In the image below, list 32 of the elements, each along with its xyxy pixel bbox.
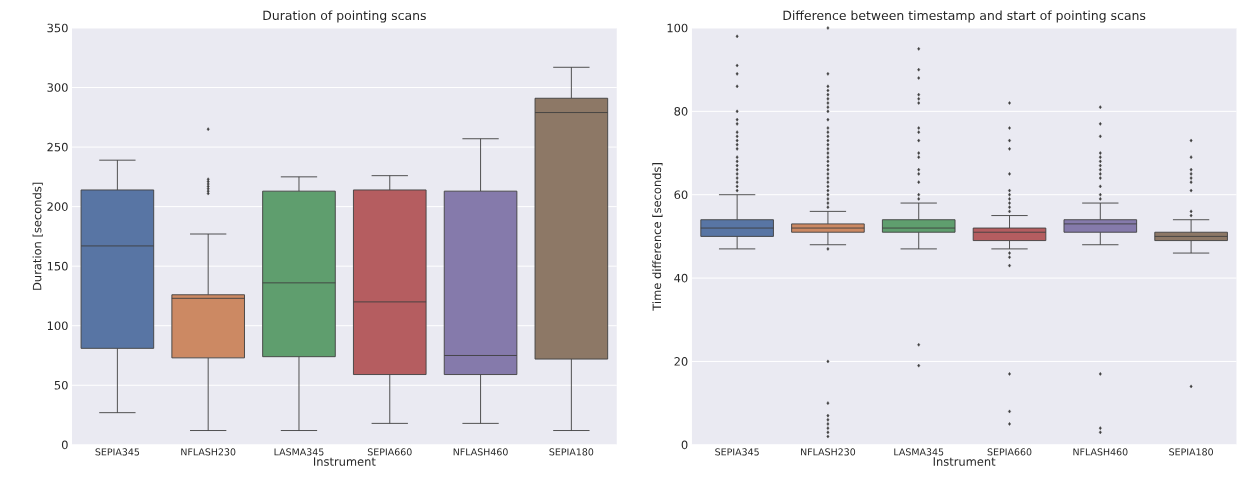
y-tick-label: 350 — [47, 23, 68, 33]
y-tick-label: 0 — [61, 440, 68, 450]
chart-title: Difference between timestamp and start of pointing scans — [783, 10, 1146, 23]
x-tick-label: SEPIA345 — [95, 448, 140, 456]
x-tick-label: LASMA345 — [274, 448, 324, 456]
y-tick-label: 60 — [674, 190, 688, 200]
y-axis-title: Time difference [seconds] — [652, 163, 663, 311]
y-tick-label: 300 — [47, 83, 68, 92]
x-tick-label: SEPIA180 — [1169, 448, 1213, 456]
x-tick-label: NFLASH460 — [453, 448, 508, 456]
x-tick-label: SEPIA660 — [367, 448, 412, 456]
y-tick-label: 20 — [674, 357, 688, 366]
x-tick-label: LASMA345 — [894, 448, 944, 456]
y-tick-label: 80 — [674, 107, 688, 116]
y-tick-label: 100 — [667, 23, 688, 33]
x-tick-label: NFLASH230 — [801, 448, 856, 456]
x-axis-title: Instrument — [933, 457, 996, 466]
y-tick-label: 150 — [47, 261, 68, 271]
x-tick-label: NFLASH460 — [1073, 448, 1128, 456]
x-axis-title: Instrument — [313, 457, 376, 466]
y-axis-title: Duration [seconds] — [32, 182, 43, 290]
chart-title: Duration of pointing scans — [263, 10, 426, 23]
y-tick-label: 50 — [54, 381, 68, 390]
x-tick-label: NFLASH230 — [181, 448, 236, 456]
y-tick-label: 100 — [47, 321, 68, 331]
x-tick-label: SEPIA660 — [987, 448, 1032, 456]
y-tick-label: 40 — [674, 273, 688, 283]
x-tick-label: SEPIA180 — [549, 448, 594, 456]
y-tick-label: 250 — [47, 142, 68, 152]
y-tick-label: 0 — [681, 440, 688, 450]
y-tick-label: 200 — [47, 202, 68, 212]
x-tick-label: SEPIA345 — [715, 448, 759, 456]
